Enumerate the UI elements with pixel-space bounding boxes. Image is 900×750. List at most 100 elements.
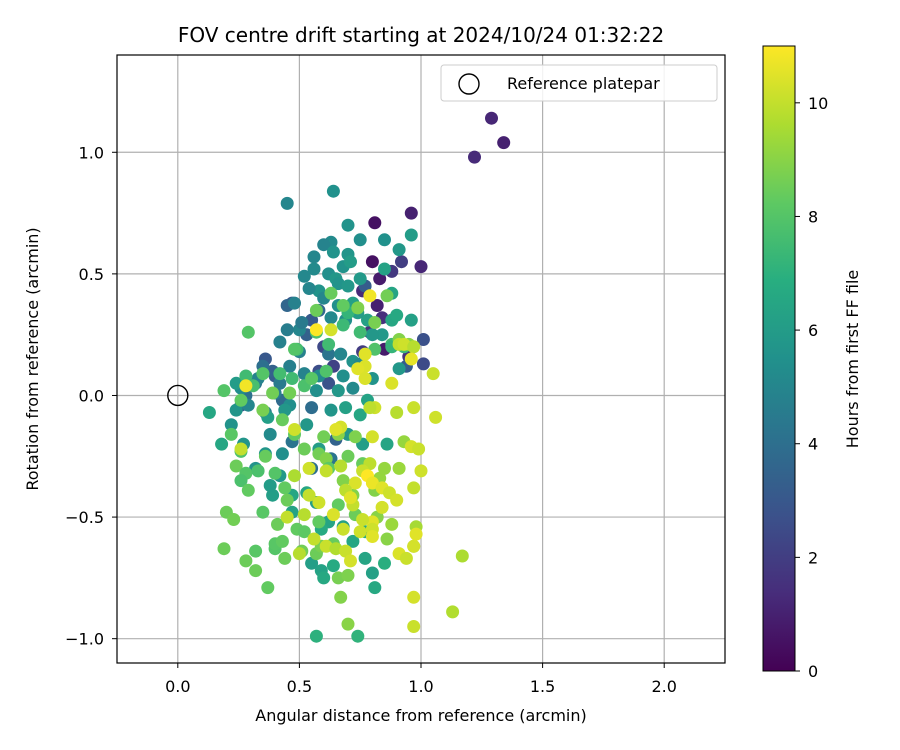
- data-point: [319, 452, 333, 466]
- data-point: [399, 551, 413, 565]
- data-point: [326, 559, 340, 573]
- data-point: [239, 554, 253, 568]
- data-point: [365, 530, 379, 543]
- data-point: [404, 228, 418, 242]
- data-point: [368, 316, 382, 329]
- data-point: [326, 508, 340, 522]
- data-points: [202, 111, 511, 643]
- data-point: [322, 376, 336, 390]
- data-point: [305, 313, 319, 327]
- data-point: [385, 376, 399, 390]
- data-point: [358, 551, 372, 565]
- legend: Reference platepar: [440, 64, 718, 102]
- data-point: [217, 384, 231, 398]
- data-point: [353, 325, 367, 339]
- y-axis-title: Rotation from reference (arcmin): [23, 227, 42, 490]
- colorbar-tick-label: 4: [808, 435, 818, 454]
- data-point: [271, 517, 284, 531]
- y-axis-ticks: −1.0 −0.5 0.0 0.5 1.0: [65, 143, 117, 649]
- data-point: [283, 386, 297, 400]
- data-point: [215, 437, 229, 451]
- colorbar-tick-label: 10: [808, 94, 828, 113]
- data-point: [324, 311, 338, 325]
- data-point: [426, 367, 440, 381]
- data-point: [288, 469, 301, 483]
- data-point: [261, 581, 275, 595]
- data-point: [341, 617, 355, 631]
- data-point: [326, 184, 340, 198]
- data-point: [234, 393, 248, 407]
- data-point: [329, 423, 343, 436]
- legend-box: [440, 64, 718, 102]
- data-point: [353, 408, 367, 422]
- data-point: [392, 243, 406, 257]
- data-point: [256, 367, 270, 381]
- data-point: [229, 459, 243, 473]
- data-point: [407, 401, 421, 415]
- data-point: [297, 442, 311, 456]
- data-point: [278, 551, 292, 565]
- data-point: [307, 250, 321, 264]
- data-point: [385, 517, 399, 531]
- data-point: [409, 527, 423, 541]
- data-point: [307, 262, 321, 276]
- data-point: [378, 262, 391, 276]
- data-point: [324, 286, 338, 300]
- reference-platepar-marker: [167, 384, 189, 407]
- data-point: [273, 367, 287, 381]
- data-point: [353, 233, 367, 247]
- data-point: [341, 449, 355, 463]
- data-point: [273, 335, 287, 349]
- data-point: [365, 328, 379, 342]
- y-tick-label: 0.0: [79, 386, 104, 405]
- data-point: [256, 505, 270, 519]
- data-point: [263, 479, 277, 492]
- data-point: [351, 362, 365, 376]
- data-point: [363, 289, 377, 303]
- data-point: [326, 245, 340, 259]
- data-point: [288, 342, 301, 356]
- data-point: [365, 430, 379, 444]
- data-point: [329, 542, 343, 556]
- data-point: [305, 556, 319, 570]
- data-point: [273, 376, 287, 390]
- data-point: [334, 347, 348, 361]
- data-point: [258, 449, 272, 463]
- data-point: [339, 401, 353, 415]
- data-point: [468, 150, 481, 164]
- data-point: [322, 337, 336, 351]
- data-point: [319, 364, 333, 378]
- x-tick-label: 1.0: [408, 677, 433, 696]
- data-point: [202, 406, 216, 419]
- data-point: [309, 303, 323, 317]
- data-point: [351, 629, 365, 643]
- data-point: [407, 481, 421, 495]
- data-point: [288, 296, 301, 310]
- data-point: [312, 515, 326, 529]
- data-point: [416, 333, 430, 346]
- data-point: [324, 403, 338, 417]
- data-point: [317, 430, 331, 444]
- data-point: [275, 447, 289, 461]
- data-point: [497, 136, 511, 150]
- data-point: [392, 461, 406, 475]
- data-point: [378, 233, 391, 247]
- data-point: [407, 590, 421, 604]
- data-point: [280, 493, 294, 507]
- data-point: [309, 384, 323, 398]
- data-point: [392, 362, 406, 376]
- data-point: [346, 534, 360, 548]
- data-point: [446, 605, 460, 619]
- data-point: [348, 430, 362, 444]
- data-point: [341, 279, 355, 293]
- data-point: [353, 525, 367, 539]
- data-point: [324, 323, 338, 337]
- colorbar-tick-label: 6: [808, 321, 818, 340]
- data-point: [275, 534, 289, 548]
- data-point: [319, 539, 333, 553]
- data-point: [365, 255, 379, 269]
- data-point: [280, 510, 294, 524]
- x-tick-label: 2.0: [651, 677, 676, 696]
- x-tick-label: 0.0: [165, 677, 190, 696]
- data-point: [317, 571, 331, 585]
